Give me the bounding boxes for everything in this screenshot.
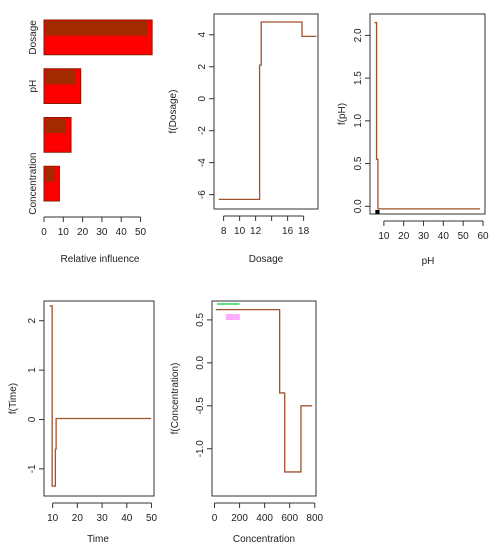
dosage-x-tick-label: 18 (298, 226, 310, 237)
concentration-x-tick-label: 600 (281, 513, 298, 524)
concentration-plot-frame (211, 300, 317, 497)
dosage-x-axis-label: Dosage (249, 254, 284, 265)
ph-x-tick-label: 20 (398, 231, 410, 242)
dosage-y-tick-label: 0 (197, 95, 208, 101)
concentration-y-tick-label: -0.5 (195, 397, 206, 415)
dosage-x-tick-label: 16 (282, 226, 294, 237)
time-x-tick-label: 30 (97, 513, 109, 524)
concentration-accent-mark (225, 314, 240, 320)
ph-x-tick-label: 10 (378, 231, 390, 242)
x-tick-label-10: 10 (58, 227, 70, 238)
x-tick-label-0: 0 (41, 227, 47, 238)
category-label-concentration: Concentration (28, 152, 39, 214)
concentration-y-axis-label: f(Concentration) (170, 363, 181, 435)
concentration-series-line (215, 308, 313, 473)
category-label-ph: pH (28, 80, 39, 93)
concentration-x-tick-label: 800 (306, 513, 323, 524)
concentration-y-tick-label: -1.0 (195, 440, 206, 458)
dosage-x-tick-label: 10 (234, 226, 246, 237)
dosage-plot-frame (213, 13, 319, 210)
dosage-y-tick-label: -4 (197, 158, 208, 167)
ph-y-tick-label: 1.0 (353, 113, 364, 127)
time-series-line (49, 305, 152, 487)
dosage-x-tick-label: 12 (250, 226, 262, 237)
ph-y-tick-label: 0.5 (353, 156, 364, 170)
time-x-axis-label: Time (87, 534, 109, 545)
concentration-x-tick-label: 400 (256, 513, 273, 524)
time-y-tick-label: -1 (27, 464, 38, 473)
x-tick-label-20: 20 (77, 227, 89, 238)
bar-shade-concentration (45, 167, 55, 182)
dosage-y-tick-label: -6 (197, 190, 208, 199)
dosage-x-tick-label: 8 (221, 226, 227, 237)
time-y-tick-label: 1 (27, 367, 38, 373)
dosage-y-tick-label: -2 (197, 126, 208, 135)
ph-plot-frame (369, 13, 486, 215)
category-label-dosage: Dosage (28, 20, 39, 55)
concentration-x-axis-label: Concentration (233, 534, 295, 545)
x-tick-label-50: 50 (135, 227, 147, 238)
ph-y-tick-label: 0.0 (353, 199, 364, 213)
time-y-tick-label: 0 (27, 416, 38, 422)
ph-x-tick-label: 60 (477, 231, 489, 242)
bar-shade-ph (45, 69, 76, 85)
ph-y-axis-label: f(pH) (337, 103, 348, 125)
concentration-y-tick-label: 0.5 (195, 313, 206, 327)
concentration-x-tick-label: 200 (231, 513, 248, 524)
x-tick-label-40: 40 (116, 227, 128, 238)
time-y-axis-label: f(Time) (8, 383, 19, 414)
ph-x-tick-label: 40 (438, 231, 450, 242)
ph-x-axis-label: pH (422, 256, 435, 267)
dosage-y-axis-label: f(Dosage) (168, 90, 179, 134)
ph-y-tick-label: 2.0 (353, 28, 364, 42)
time-x-tick-label: 20 (72, 513, 84, 524)
bar-shade-time (45, 118, 67, 134)
time-plot-frame (43, 300, 155, 497)
time-x-tick-label: 10 (47, 513, 59, 524)
dosage-series-line (218, 21, 317, 201)
ph-series-line (374, 21, 481, 210)
ph-x-tick-label: 50 (458, 231, 470, 242)
ph-x-tick-label: 30 (418, 231, 430, 242)
ph-y-tick-label: 1.5 (353, 71, 364, 85)
time-x-tick-label: 40 (121, 513, 133, 524)
dosage-y-tick-label: 4 (197, 32, 208, 38)
time-x-tick-label: 50 (146, 513, 158, 524)
x-tick-label-30: 30 (96, 227, 108, 238)
x-axis-label: Relative influence (61, 254, 140, 265)
concentration-y-tick-label: 0.0 (195, 355, 206, 369)
dosage-y-tick-label: 2 (197, 64, 208, 70)
bar-shade-dosage (45, 21, 148, 36)
concentration-x-tick-label: 0 (212, 513, 218, 524)
time-y-tick-label: 2 (27, 318, 38, 324)
